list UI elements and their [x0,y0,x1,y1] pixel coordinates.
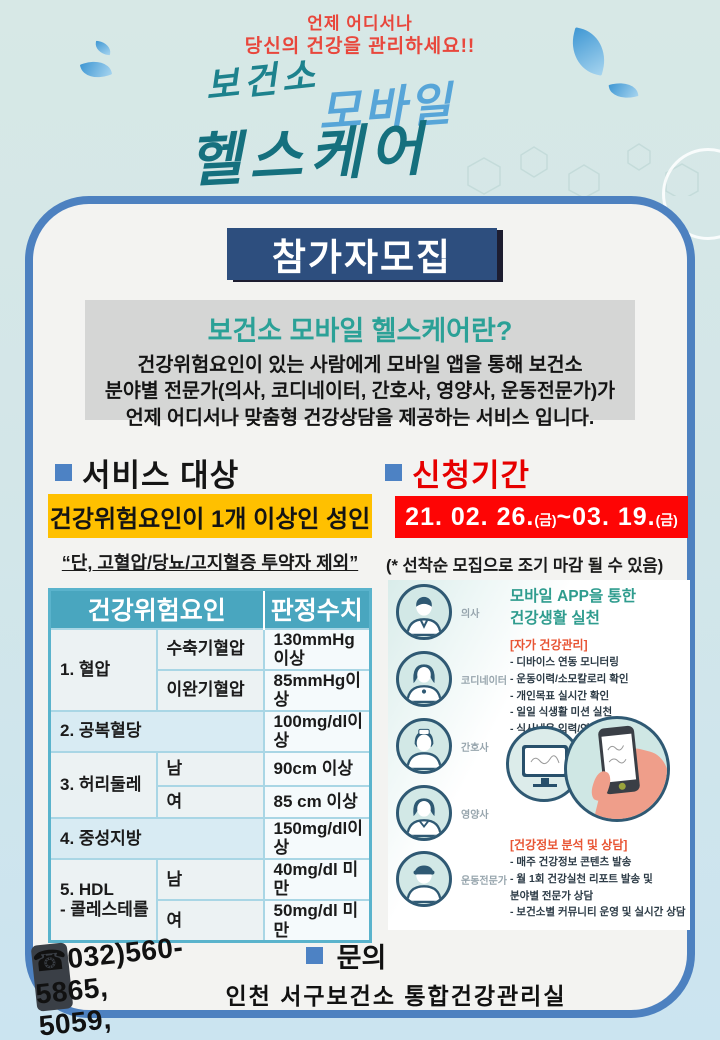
blue-square-bullet-icon [305,947,323,964]
cell-hdl-male: 남 [155,857,265,901]
about-box: 보건소 모바일 헬스케어란? 건강위험요인이 있는 사람에게 모바일 앱을 통해… [85,300,635,429]
date-tilde: ~ [556,503,573,531]
smartphone-icon [597,725,641,795]
service-target-highlight: 건강위험요인이 1개 이상인 성인 [48,494,372,538]
service-target-heading: 서비스 대상 [55,450,239,495]
nurse-avatar-icon [396,718,452,774]
application-period-heading-text: 신청기간 [412,458,531,493]
application-period-heading: 신청기간 [385,450,530,495]
cell-fasting-glucose-value: 100mg/dl이상 [262,709,372,753]
cell-systolic: 수축기혈압 [155,627,265,671]
service-target-note: “단, 고혈압/당뇨/고지혈증 투약자 제외” [61,553,359,573]
table-row: 여 50mg/dl 미만 [50,898,372,943]
avatar-label: 코디네이터 [461,675,507,687]
contact-footer: 문의 ☎032)560-5865, 5059, 5044 인천 서구보건소 통합… [0,931,720,1040]
cell-triglyceride: 4. 중성지방 [48,816,265,860]
hexagon-pattern-decoration [467,143,699,196]
about-heading: 보건소 모바일 헬스케어란? [207,316,513,346]
nutritionist-avatar-icon [396,785,452,841]
cell-hdl: 5. HDL - 콜레스테롤 [48,857,158,943]
cell-fasting-glucose: 2. 공복혈당 [48,709,265,753]
avatar-nutritionist: 영양사 [396,785,489,841]
about-body: 건강위험요인이 있는 사람에게 모바일 앱을 통해 보건소 분야별 전문가(의사… [104,354,616,429]
list-item: - 매주 건강정보 콘텐츠 발송 [510,856,632,868]
tagline-line1: 언제 어디서나 [307,14,413,33]
avatar-label: 간호사 [461,742,489,754]
analysis-title: [건강정보 분석 및 상담] [510,838,628,852]
table-header-factor: 건강위험요인 [49,589,264,629]
list-item: - 보건소별 커뮤니티 운영 및 실시간 상담 [510,906,686,919]
avatar-label: 운동전문가 [461,875,507,887]
recruit-title-text: 참가자모집 [271,237,453,278]
list-item: - 일일 식생활 미션 실천 [510,706,613,719]
contact-row: 문의 ☎032)560-5865, 5059, 5044 [0,931,720,1040]
app-panel-heading: 모바일 APP을 통한 건강생활 실천 [510,588,637,628]
date-end: 03. 19. [572,503,656,531]
avatar-coordinator: 코디네이터 [396,651,507,707]
cell-blood-pressure: 1. 혈압 [48,627,158,712]
table-row: 5. HDL - 콜레스테롤 남 40mg/dl 미만 [48,857,372,943]
list-item: - 디바이스 연동 모니터링 [510,656,619,668]
monitor-icon [522,745,568,787]
blue-square-bullet-icon [55,464,72,481]
table-row: 여 85 cm 이상 [50,784,372,819]
cell-systolic-value: 130mmHg이상 [262,627,372,671]
cell-waist-male-value: 90cm 이상 [262,750,372,787]
cell-hdl-female-value: 50mg/dl 미만 [262,898,372,943]
avatar-trainer: 운동전문가 [396,851,507,907]
cell-diastolic: 이완기혈압 [155,668,265,712]
table-row: 2. 공복혈당 100mg/dl이상 [48,709,372,753]
cell-waist-male: 남 [155,750,265,787]
avatar-doctor: 의사 [396,584,479,640]
cell-waist: 3. 허리둘레 [48,750,158,819]
date-end-day: (금) [655,512,678,528]
table-row: 3. 허리둘레 남 90cm 이상 [48,750,372,819]
contact-label: 문의 [336,943,387,973]
table-row: 이완기혈압 85mmHg이상 [50,668,372,712]
tagline-line2: 당신의 건강을 관리하세요!! [244,36,476,57]
cell-hdl-female: 여 [155,898,265,943]
table-header-value: 판정수치 [262,589,371,629]
avatar-label: 의사 [461,608,480,620]
cell-triglyceride-value: 150mg/dl이상 [262,816,372,860]
list-item: - 개인목표 실시간 확인 [510,689,610,702]
contact-org: 인천 서구보건소 통합건강관리실 [225,983,567,1009]
recruit-title-banner: 참가자모집 [227,228,497,280]
table-header-row: 건강위험요인 판정수치 [49,589,371,629]
service-target-highlight-text: 건강위험요인이 1개 이상인 성인 [49,505,371,533]
doctor-avatar-icon [396,584,452,640]
trainer-avatar-icon [396,851,452,907]
devices-illustration [506,712,686,838]
date-start-day: (금) [534,512,557,528]
leaf-icon [608,79,639,102]
self-care-title: [자가 건강관리] [510,638,588,652]
mobile-app-panel: 의사 코디네이터 간호사 영양사 운동전문가 모바일 APP을 통한 [388,580,690,930]
application-period-note: (* 선착순 모집으로 조기 마감 될 수 있음) [386,557,664,575]
risk-factor-table: 건강위험요인 판정수치 1. 혈압 수축기혈압 130mmHg이상 이완기혈압 … [48,588,372,944]
phone-circle [564,716,670,822]
cell-hdl-male-value: 40mg/dl 미만 [262,857,372,901]
analysis-list: - 매주 건강정보 콘텐츠 발송 - 월 1회 건강실천 리포트 발송 및 분야… [510,854,686,921]
list-item: - 월 1회 건강실천 리포트 발송 및 분야별 전문가 상담 [510,872,653,902]
coordinator-avatar-icon [396,651,452,707]
leaf-icon [79,56,113,83]
logo-word-healthcare: 헬스케어 [186,116,432,195]
logo-word-bogunso: 보건소 [203,54,322,107]
avatar-nurse: 간호사 [396,718,489,774]
cell-waist-female: 여 [155,784,265,819]
service-target-heading-text: 서비스 대상 [82,458,240,493]
cell-diastolic-value: 85mmHg이상 [262,668,372,712]
list-item: - 운동이력/소모칼로리 확인 [510,672,629,685]
table-row: 1. 혈압 수축기혈압 130mmHg이상 [48,627,372,712]
cell-waist-female-value: 85 cm 이상 [262,784,372,819]
blue-square-bullet-icon [385,464,402,481]
table-row: 4. 중성지방 150mg/dl이상 [48,816,372,860]
avatar-label: 영양사 [461,809,489,821]
poster-header: 언제 어디서나 당신의 건강을 관리하세요!! 보건소 모바일 헬스케어 [0,0,720,240]
date-start: 21. 02. 26. [405,503,535,531]
application-period-dates: 21. 02. 26. (금) ~ 03. 19. (금) [395,496,688,538]
